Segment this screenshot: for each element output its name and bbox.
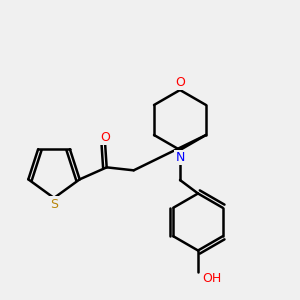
Text: OH: OH <box>202 272 222 286</box>
Text: O: O <box>100 131 110 144</box>
Text: S: S <box>50 197 58 211</box>
Text: N: N <box>175 151 185 164</box>
Text: O: O <box>175 76 185 89</box>
